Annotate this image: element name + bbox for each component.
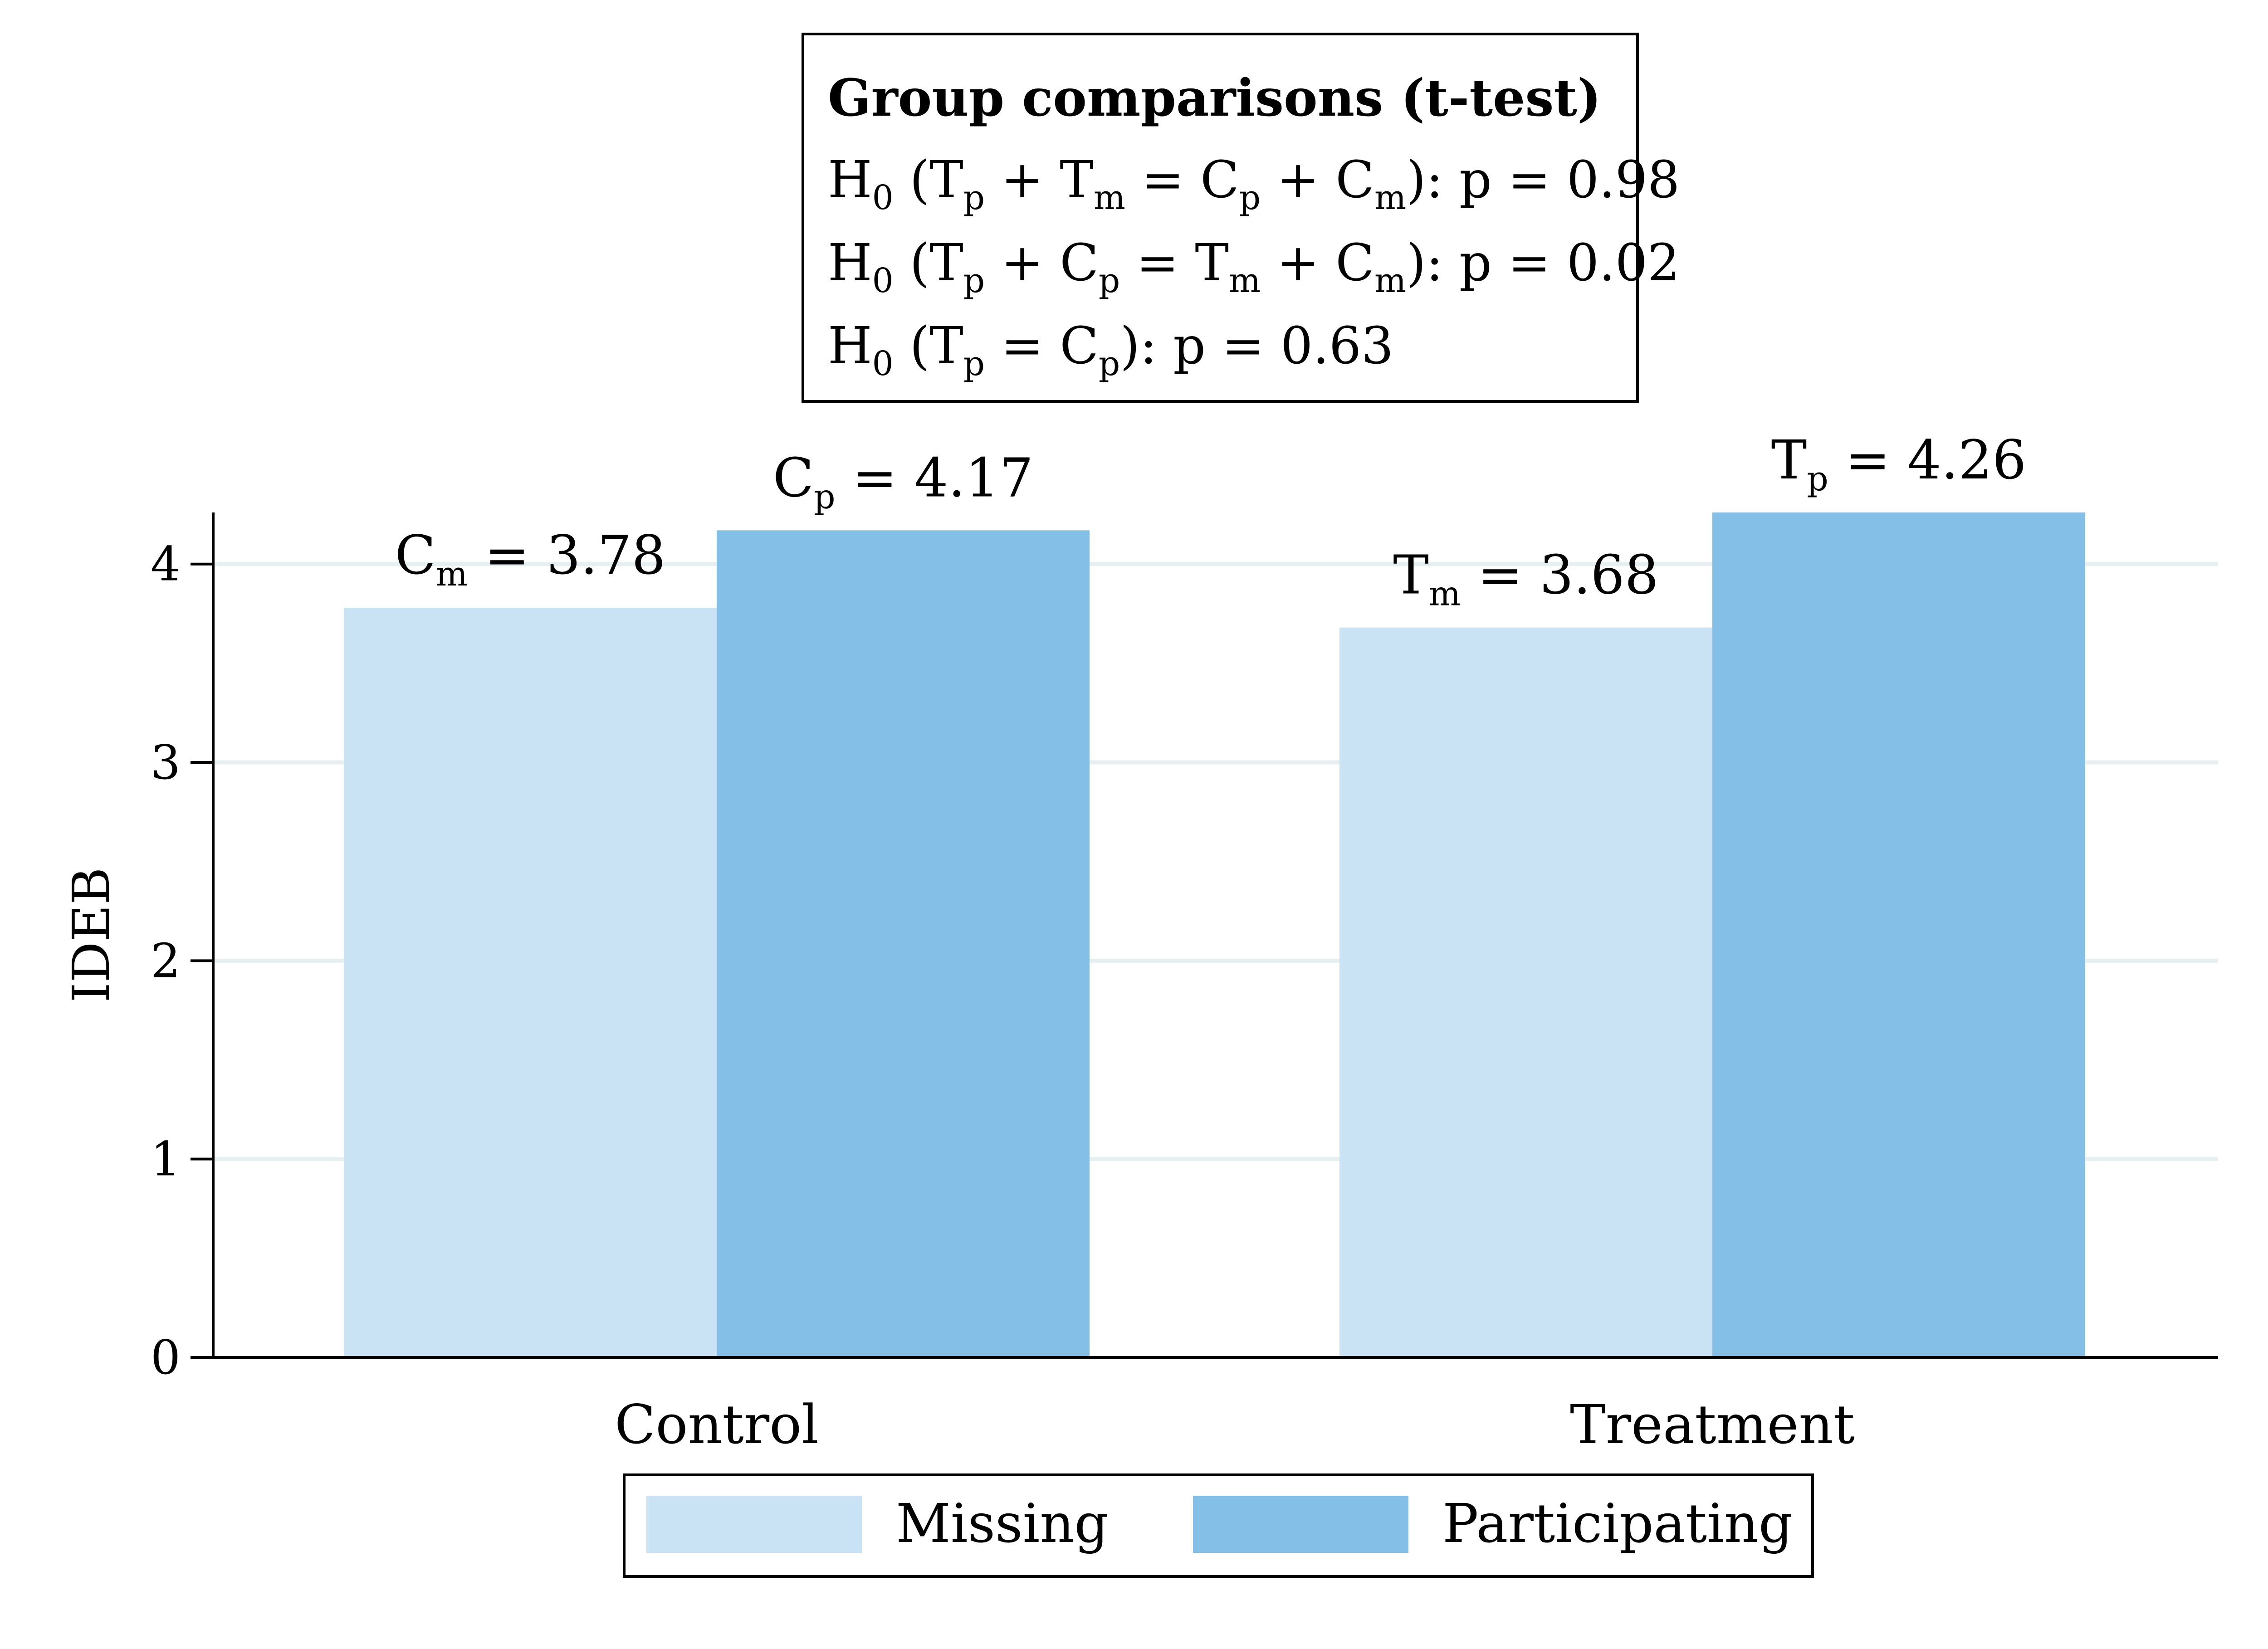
annotation-box-title: Group comparisons (t-test): [828, 68, 1601, 128]
legend-label-missing: Missing: [896, 1492, 1109, 1555]
y-tick-label: 3: [151, 735, 181, 790]
legend: Missing Participating: [623, 1473, 1814, 1578]
annotation-box-frame: [802, 33, 1639, 403]
bar-participating-treatment: [1712, 512, 2085, 1357]
y-tick-label: 0: [151, 1330, 181, 1385]
bar-label-participating-control: Cp = 4.17: [773, 446, 1033, 516]
y-tick-label: 1: [151, 1132, 181, 1187]
bar-label-participating-treatment: Tp = 4.26: [1771, 429, 2027, 498]
x-label-treatment: Treatment: [1570, 1393, 1855, 1456]
group-comparisons-box: Group comparisons (t-test) H0 (Tp + Tm = …: [802, 33, 1680, 403]
axes: [212, 512, 2218, 1359]
bar-label-missing-control: Cm = 3.78: [395, 524, 665, 594]
legend-label-participating: Participating: [1442, 1492, 1793, 1555]
hypothesis-line: H0 (Tp + Tm = Cp + Cm): p = 0.98: [828, 151, 1680, 217]
bar-missing-treatment: [1339, 627, 1712, 1357]
y-tick-label: 2: [151, 933, 181, 988]
bar-missing-control: [344, 607, 717, 1357]
x-label-control: Control: [615, 1393, 819, 1456]
y-ticks: 0 1 2 3 4: [151, 537, 213, 1385]
bar-label-missing-treatment: Tm = 3.68: [1393, 544, 1659, 614]
hypothesis-line: H0 (Tp = Cp): p = 0.63: [828, 317, 1393, 383]
bar-participating-control: [717, 530, 1090, 1357]
hypothesis-line: H0 (Tp + Cp = Tm + Cm): p = 0.02: [828, 234, 1680, 300]
x-category-labels: Control Treatment: [615, 1393, 1855, 1456]
y-tick-label: 4: [151, 537, 181, 592]
legend-swatch-participating: [1193, 1496, 1408, 1553]
bar-value-labels: Cm = 3.78 Cp = 4.17 Tm = 3.68 Tp = 4.26: [395, 429, 2026, 614]
bars: [344, 512, 2085, 1357]
legend-swatch-missing: [646, 1496, 862, 1553]
y-axis-title: IDEB: [62, 867, 121, 1002]
